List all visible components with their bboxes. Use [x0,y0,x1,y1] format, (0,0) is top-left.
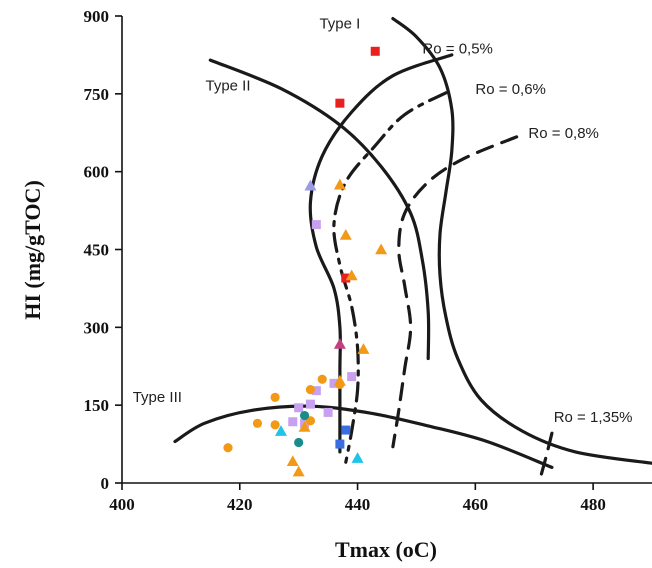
curve-ro-1-35 [538,431,554,481]
data-point-triangle [275,425,287,436]
data-point-triangle [375,243,388,255]
data-point-square [311,220,321,230]
data-point-square [305,399,315,409]
data-point-square [294,403,304,413]
data-point-triangle [351,452,364,463]
data-point-circle [270,420,280,430]
data-point-square [341,425,351,435]
y-axis-title: HI (mg/gTOC) [20,180,45,320]
x-tick-label: 460 [463,495,489,514]
y-tick-label: 450 [84,241,110,260]
data-points [223,46,388,477]
data-point-square [347,372,357,382]
data-point-circle [305,416,316,426]
data-point-triangle [333,178,346,190]
annotation-ro-0-6: Ro = 0,6% [475,81,545,98]
data-point-square [288,417,298,427]
curve-type-iii [173,404,554,469]
data-point-circle [252,418,263,428]
data-point-square [323,407,333,417]
data-point-triangle [298,420,311,432]
data-point-circle [294,437,304,448]
data-point-circle [335,379,345,390]
x-axis-title: Tmax (oC) [335,537,437,562]
data-point-triangle [333,337,346,349]
data-point-triangle [286,455,299,467]
reference-curves [173,17,652,481]
data-point-triangle [345,269,358,281]
data-point-circle [317,374,327,384]
y-tick-label: 750 [84,85,110,104]
data-point-square [335,98,345,108]
annotations: Type I Type II Type III Ro = 0,5% Ro = 0,6% R… [133,15,633,425]
y-tick-label: 900 [84,7,110,26]
data-point-square [311,386,321,396]
y-tick-label: 600 [84,163,110,182]
data-point-triangle [304,179,317,191]
curve-ro-0-8 [391,135,519,449]
x-tick-label: 400 [109,495,135,514]
x-tick-label: 420 [227,495,253,514]
tick-labels: 400 420 440 460 480 0 150 300 450 600 750 900 [84,7,606,514]
data-point-triangle [339,228,352,240]
annotation-ro-1-35: Ro = 1,35% [554,409,633,426]
data-point-triangle [292,465,305,477]
annotation-ro-0-8: Ro = 0,8% [528,125,598,142]
data-point-square [335,439,345,449]
data-point-square [329,378,339,388]
curve-type-i [391,17,652,465]
annotation-type-iii: Type III [133,389,182,406]
y-tick-label: 150 [84,396,110,415]
data-point-circle [223,443,233,453]
curve-ro-0-6 [332,91,448,464]
data-point-circle [299,410,310,421]
annotation-type-i: Type I [319,15,360,32]
x-tick-label: 440 [345,495,371,514]
data-point-triangle [357,343,370,354]
annotation-ro-0-5: Ro = 0,5% [422,40,492,57]
curve-type-ii [208,58,431,361]
x-tick-label: 480 [580,495,606,514]
data-point-square [370,46,380,56]
data-point-square [341,273,351,283]
data-point-circle [305,385,316,395]
y-tick-label: 300 [84,318,110,337]
y-tick-label: 0 [101,474,110,493]
data-point-circle [270,392,280,402]
annotation-type-ii: Type II [205,78,250,95]
